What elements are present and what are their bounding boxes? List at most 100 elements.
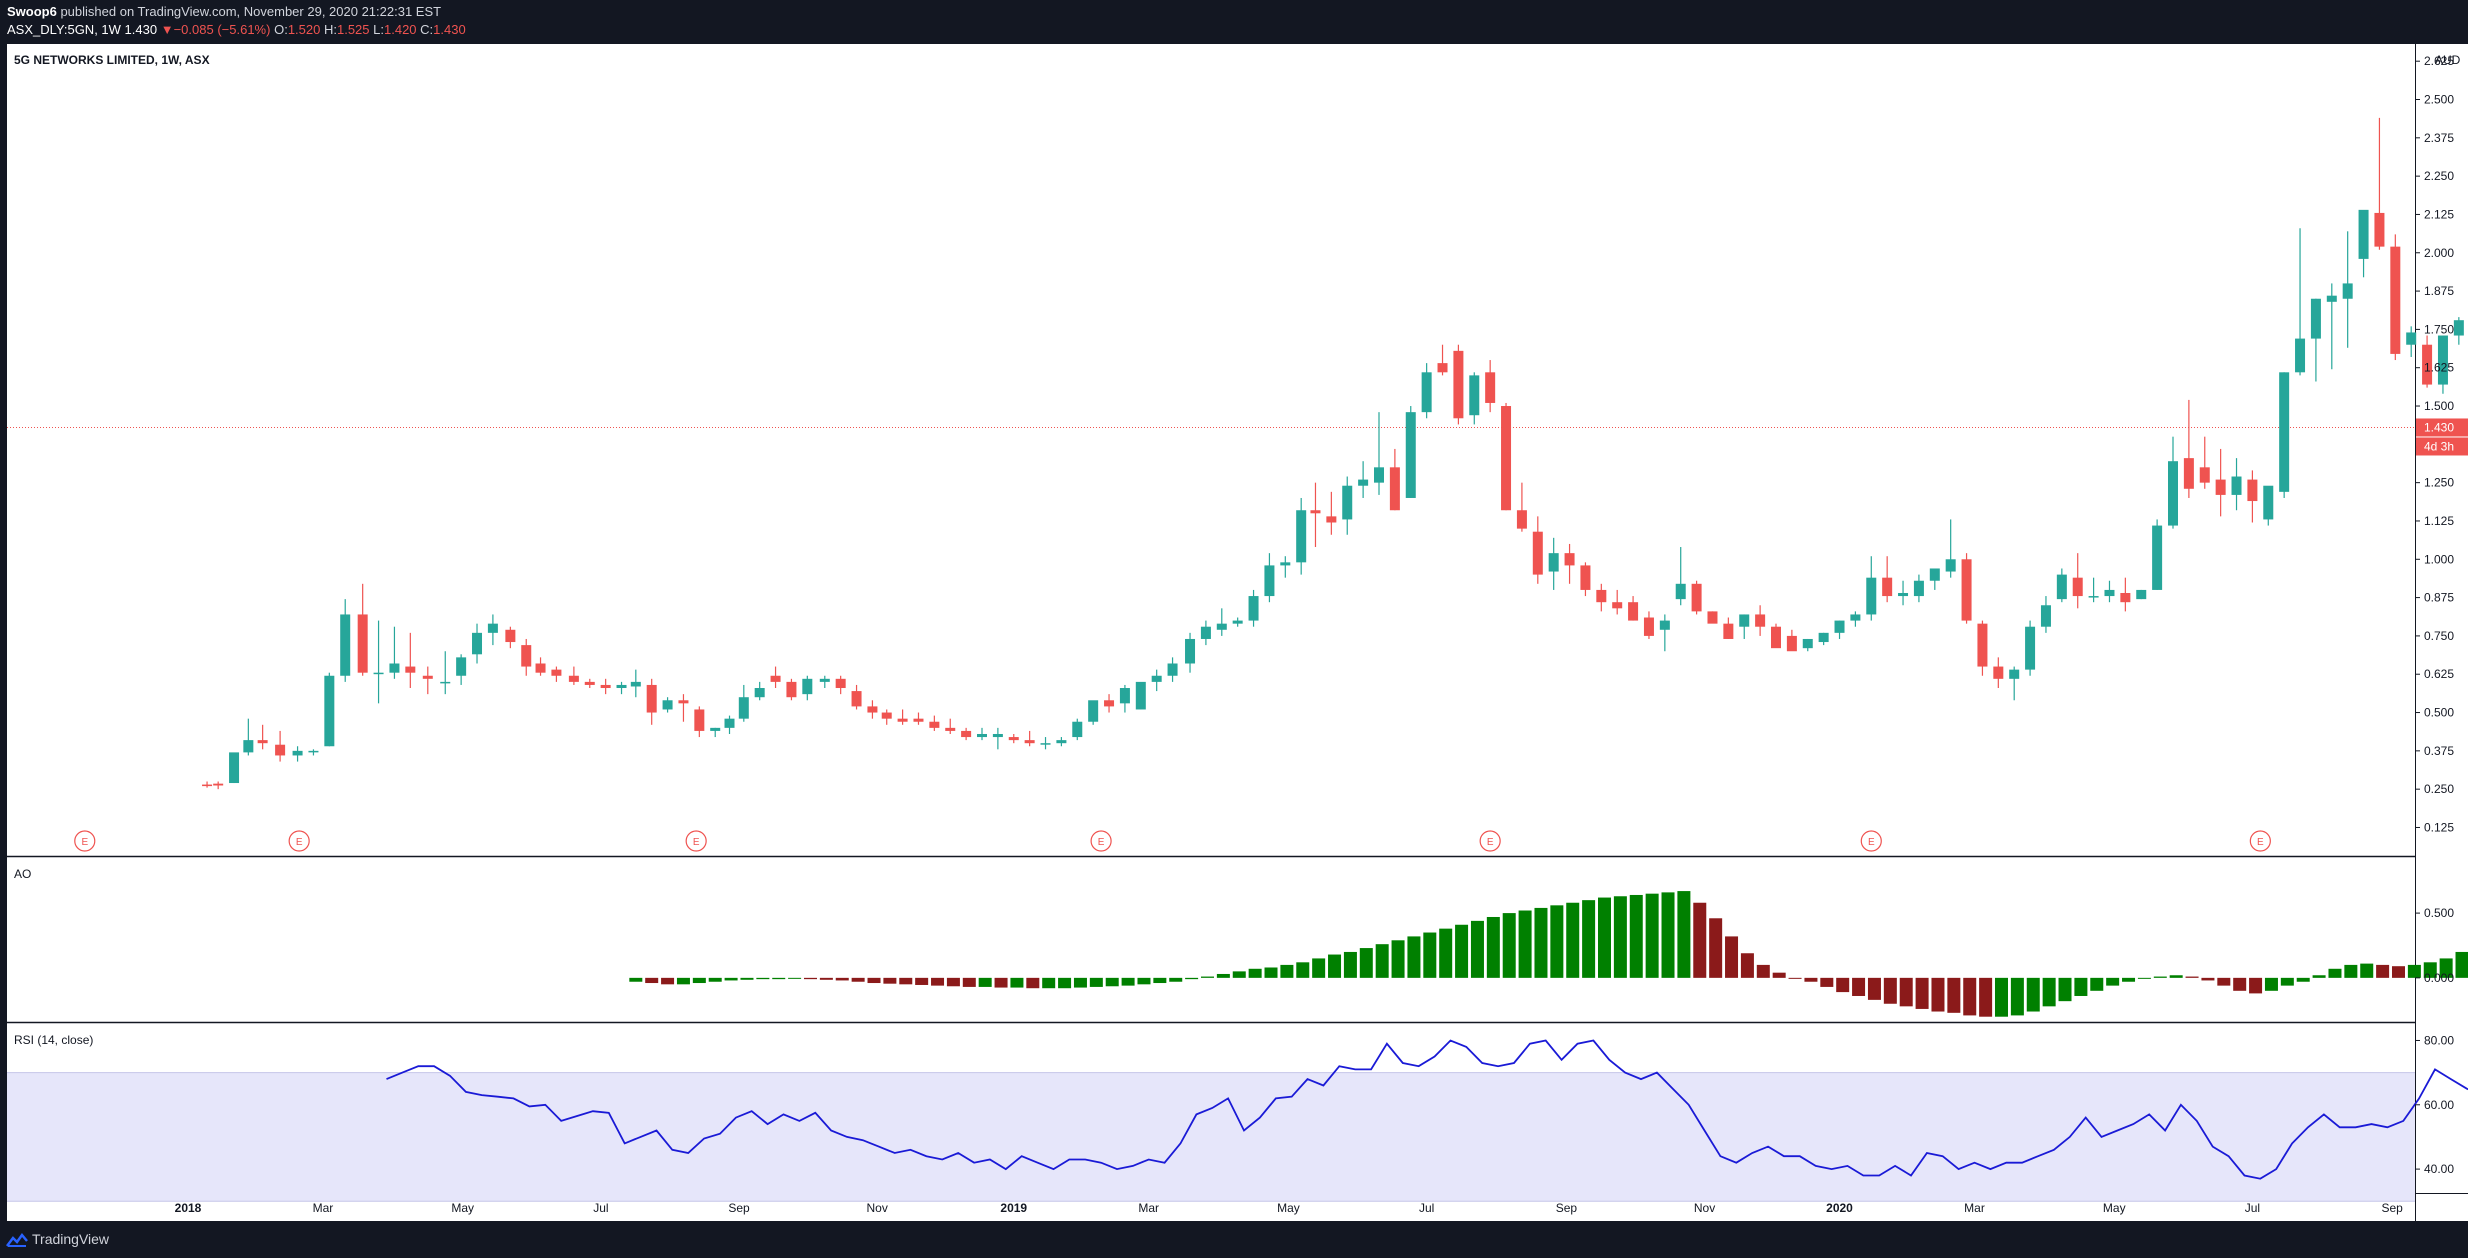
ao-bar: [1216, 973, 1230, 978]
low-value: 1.420: [384, 22, 417, 37]
last-price-badge: [2416, 418, 2468, 437]
candle-body: [2279, 372, 2290, 492]
candle-body: [1691, 583, 1702, 612]
ao-bar: [2010, 977, 2024, 1016]
ao-bar: [2233, 977, 2247, 991]
candle-body: [1596, 589, 1607, 603]
ao-bar: [2042, 977, 2056, 1007]
time-tick-label: Jul: [593, 1201, 608, 1215]
candle-body: [2358, 209, 2369, 259]
countdown-badge: [2416, 437, 2468, 456]
candle-body: [2263, 485, 2274, 520]
chart-canvas[interactable]: 5G NETWORKS LIMITED, 1W, ASX AUD AO RSI …: [0, 44, 2468, 1221]
ao-bar: [2407, 964, 2421, 978]
candle-body: [1453, 350, 1464, 419]
ao-bar: [1709, 918, 1723, 978]
ao-bar: [1836, 977, 1850, 993]
candle-body: [2168, 461, 2178, 526]
candle-body: [1755, 614, 1766, 627]
ao-bar: [2264, 977, 2278, 991]
candle-body: [2152, 525, 2163, 590]
candle-body: [1008, 737, 1019, 741]
ao-bar: [1486, 916, 1500, 978]
candle-body: [505, 629, 516, 643]
candle-body: [2136, 589, 2147, 600]
candle-body: [456, 657, 467, 676]
candle-body: [1977, 623, 1988, 667]
price-tick-label: 0.500: [2424, 706, 2454, 720]
candle-body: [1342, 485, 1353, 520]
candle-body: [1898, 592, 1909, 597]
ao-bar: [2026, 977, 2040, 1012]
candle-body: [2374, 212, 2385, 247]
time-tick-label: Mar: [1964, 1201, 1985, 1215]
ao-bar: [1073, 977, 1087, 988]
ao-bar: [1740, 953, 1754, 978]
ao-bar: [1169, 977, 1183, 982]
candle-body: [584, 681, 595, 685]
ao-bar: [645, 977, 659, 984]
ao-bar: [1883, 977, 1897, 1004]
candle-body: [2183, 458, 2194, 489]
candle-body: [678, 700, 689, 704]
ao-bar: [1232, 971, 1246, 978]
candle-body: [2056, 574, 2067, 600]
currency-label: AUD: [2435, 53, 2461, 67]
ao-bar: [1550, 905, 1564, 978]
candle-body: [754, 688, 765, 698]
earnings-marker-label: E: [296, 837, 303, 848]
candle-body: [2453, 320, 2464, 336]
ao-bar: [1248, 968, 1262, 978]
candle-body: [1072, 721, 1083, 738]
ao-bar: [1772, 972, 1786, 978]
ao-bar: [2169, 975, 2183, 978]
candle-body: [2199, 467, 2210, 483]
candle-body: [802, 678, 813, 695]
ao-bar: [1820, 977, 1834, 987]
candle-body: [1185, 638, 1196, 664]
candle-body: [1326, 516, 1337, 523]
candle-body: [881, 712, 892, 719]
candle-body: [535, 663, 546, 673]
ao-bar: [2312, 975, 2326, 978]
candle-body: [275, 744, 286, 756]
ao-bar: [1947, 977, 1961, 1013]
price-tick-label: 1.875: [2424, 284, 2454, 298]
earnings-marker: [288, 830, 310, 852]
ao-bar: [1804, 977, 1818, 982]
candle-body: [2295, 338, 2306, 373]
time-tick-label: Nov: [867, 1201, 888, 1215]
ao-bar: [2217, 977, 2231, 986]
candle-body: [440, 681, 451, 684]
rsi-band-layer: [7, 1072, 2415, 1202]
price-tick-label: 1.250: [2424, 476, 2454, 490]
earnings-marker-label: E: [693, 837, 700, 848]
ao-bar: [946, 977, 960, 987]
ao-bar: [1137, 977, 1151, 985]
ao-bar: [724, 977, 738, 981]
earnings-marker-label: E: [1098, 837, 1105, 848]
candle-body: [851, 691, 862, 707]
ao-bar: [2376, 964, 2390, 978]
ao-bar: [1963, 977, 1977, 1016]
candle-body: [202, 784, 213, 787]
candle-body: [913, 718, 924, 722]
candle-body: [1024, 740, 1035, 744]
candle-body: [229, 752, 240, 784]
candle-body: [992, 733, 1003, 738]
ao-bar: [1725, 936, 1739, 978]
price-tick-label: 0.375: [2424, 744, 2454, 758]
publisher-name[interactable]: Swoop6: [7, 4, 57, 19]
candle-body: [1643, 617, 1654, 636]
tradingview-brand[interactable]: TradingView: [32, 1231, 110, 1247]
ao-bar: [899, 977, 913, 985]
ao-bar: [2090, 977, 2104, 991]
price-tick-label: 1.625: [2424, 361, 2454, 375]
price-tick-label: 0.625: [2424, 667, 2454, 681]
price-tick-label: 0.250: [2424, 782, 2454, 796]
candle-body: [1040, 743, 1051, 745]
candle-body: [1216, 623, 1227, 630]
earnings-marker-label: E: [2257, 837, 2264, 848]
ao-bar: [1423, 932, 1437, 978]
ao-bar: [1979, 977, 1993, 1017]
